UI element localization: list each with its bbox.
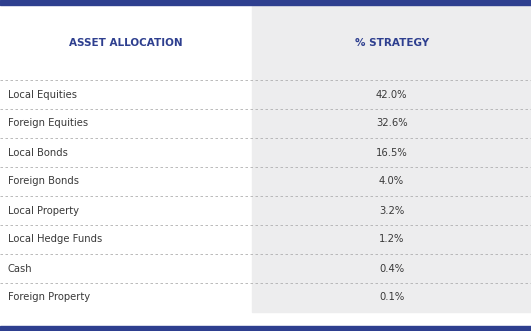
Text: Local Bonds: Local Bonds <box>8 148 68 158</box>
Bar <box>0 138 252 167</box>
Bar <box>0 225 252 254</box>
Bar <box>0 0 531 5</box>
Bar <box>252 80 531 109</box>
Text: Local Equities: Local Equities <box>8 89 77 100</box>
Text: 16.5%: 16.5% <box>376 148 407 158</box>
Bar <box>252 225 531 254</box>
Bar <box>252 254 531 283</box>
Text: 0.1%: 0.1% <box>379 293 404 303</box>
Bar <box>252 283 531 312</box>
Text: Local Hedge Funds: Local Hedge Funds <box>8 234 102 245</box>
Text: Local Property: Local Property <box>8 206 79 215</box>
Bar <box>252 138 531 167</box>
Bar <box>252 167 531 196</box>
Text: Foreign Equities: Foreign Equities <box>8 118 88 128</box>
Bar <box>252 5 531 80</box>
Text: 3.2%: 3.2% <box>379 206 404 215</box>
Text: % STRATEGY: % STRATEGY <box>355 37 429 48</box>
Text: Cash: Cash <box>8 263 32 273</box>
Bar <box>0 5 252 80</box>
Text: 4.0%: 4.0% <box>379 176 404 186</box>
Text: Foreign Property: Foreign Property <box>8 293 90 303</box>
Bar <box>0 326 531 331</box>
Text: 32.6%: 32.6% <box>376 118 407 128</box>
Bar <box>0 80 252 109</box>
Text: 0.4%: 0.4% <box>379 263 404 273</box>
Bar <box>252 196 531 225</box>
Bar <box>0 196 252 225</box>
Bar <box>0 109 252 138</box>
Bar <box>0 283 252 312</box>
Bar <box>252 109 531 138</box>
Text: 1.2%: 1.2% <box>379 234 404 245</box>
Bar <box>0 167 252 196</box>
Text: Foreign Bonds: Foreign Bonds <box>8 176 79 186</box>
Text: ASSET ALLOCATION: ASSET ALLOCATION <box>70 37 183 48</box>
Bar <box>0 254 252 283</box>
Text: 42.0%: 42.0% <box>376 89 407 100</box>
